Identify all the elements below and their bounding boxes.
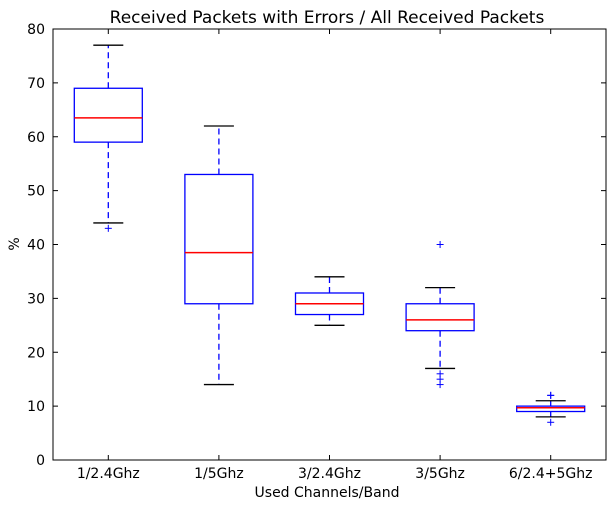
iqr-box <box>516 405 586 413</box>
outlier-marker <box>436 381 444 389</box>
y-tick-label: 30 <box>27 291 45 307</box>
plot-area: 0 10 20 30 40 50 60 70 80 1/2.4Ghz 1/5Ghz 3/2.4Ghz 3… <box>27 22 607 482</box>
y-tick-label: 0 <box>36 453 45 469</box>
x-tick-label: 6/2.4+5Ghz <box>509 466 593 482</box>
box-group <box>184 125 254 386</box>
y-tick-label: 10 <box>27 399 45 415</box>
plot-frame <box>52 28 607 461</box>
y-tick-label: 40 <box>27 238 45 254</box>
outlier-marker <box>547 418 555 426</box>
chart-title: Received Packets with Errors / All Recei… <box>110 8 545 28</box>
y-tick-label: 60 <box>27 130 45 146</box>
box-group <box>73 44 143 232</box>
y-tick-label: 80 <box>27 22 45 38</box>
x-tick-label: 1/2.4Ghz <box>77 466 140 482</box>
box-group <box>405 241 475 389</box>
outlier-marker <box>547 391 555 399</box>
iqr-box <box>73 87 143 143</box>
y-tick-label: 50 <box>27 184 45 200</box>
y-axis-label: % <box>7 237 23 250</box>
x-tick-label: 1/5Ghz <box>194 466 244 482</box>
box-group <box>294 276 365 326</box>
x-tick-label: 3/5Ghz <box>415 466 465 482</box>
iqr-box <box>184 173 254 305</box>
y-tick-label: 70 <box>27 76 45 92</box>
iqr-box <box>405 303 475 332</box>
y-tick-label: 20 <box>27 345 45 361</box>
box-group <box>516 391 586 426</box>
outlier-marker <box>436 241 444 248</box>
x-axis-label: Used Channels/Band <box>255 485 400 501</box>
outlier-marker <box>104 224 112 232</box>
x-tick-label: 3/2.4Ghz <box>298 466 361 482</box>
